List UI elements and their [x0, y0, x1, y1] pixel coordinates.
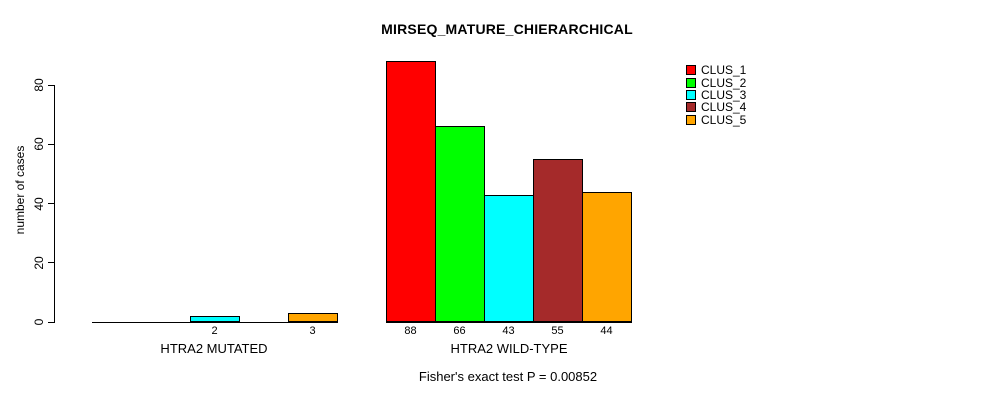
- bar-value-label: 66: [453, 325, 466, 337]
- legend-item-clus_3: CLUS_3: [686, 89, 746, 101]
- group-label-htra2-mutated: HTRA2 MUTATED: [160, 341, 268, 356]
- legend-item-clus_1: CLUS_1: [686, 64, 746, 76]
- y-axis-tick: [48, 84, 55, 86]
- legend: CLUS_1 CLUS_2 CLUS_3 CLUS_4 CLUS_5: [686, 64, 746, 126]
- bar-clus_3: [484, 195, 534, 322]
- y-axis-tick-label: 0: [32, 318, 46, 326]
- bar-value-label: 44: [600, 325, 613, 337]
- group-label-htra2-wild-type: HTRA2 WILD-TYPE: [450, 341, 568, 356]
- chart-title: MIRSEQ_MATURE_CHIERARCHICAL: [381, 21, 633, 37]
- legend-label: CLUS_5: [701, 112, 747, 127]
- legend-label: CLUS_1: [701, 63, 747, 78]
- legend-swatch: [686, 89, 696, 100]
- x-baseline: [386, 322, 632, 323]
- legend-label: CLUS_4: [701, 100, 747, 115]
- bar-clus_5: [582, 192, 632, 322]
- bar-clus_1: [386, 61, 436, 322]
- y-axis-tick: [48, 143, 55, 145]
- legend-swatch: [686, 102, 696, 113]
- bar-value-label: 2: [211, 325, 218, 337]
- legend-item-clus_5: CLUS_5: [686, 114, 746, 126]
- bar-value-label: 3: [309, 325, 316, 337]
- fisher-test-annotation: Fisher's exact test P = 0.00852: [418, 369, 598, 384]
- y-axis-tick-label: 40: [32, 196, 46, 211]
- y-axis-tick-label: 60: [32, 137, 46, 151]
- bar-value-label: 55: [551, 325, 564, 337]
- y-axis-tick: [48, 203, 55, 204]
- bar-clus_4: [533, 159, 583, 322]
- y-axis-tick: [48, 321, 55, 323]
- y-axis-title: number of cases: [13, 145, 27, 235]
- x-baseline: [92, 322, 338, 323]
- bar-clus_3: [190, 316, 240, 322]
- legend-swatch: [686, 77, 696, 88]
- bar-clus_2: [435, 126, 485, 322]
- y-axis-tick-label: 80: [32, 78, 46, 92]
- legend-swatch: [686, 114, 696, 125]
- y-axis-tick: [48, 262, 55, 264]
- bar-value-label: 43: [502, 325, 515, 337]
- y-axis-tick-label: 20: [32, 256, 46, 270]
- legend-swatch: [686, 65, 696, 76]
- legend-item-clus_4: CLUS_4: [686, 101, 746, 113]
- bar-clus_5: [288, 313, 338, 322]
- legend-item-clus_2: CLUS_2: [686, 75, 747, 90]
- y-axis-line: [54, 85, 55, 323]
- legend-label: CLUS_3: [701, 87, 747, 102]
- bar-value-label: 88: [404, 325, 417, 337]
- legend-label: CLUS_2: [701, 75, 747, 90]
